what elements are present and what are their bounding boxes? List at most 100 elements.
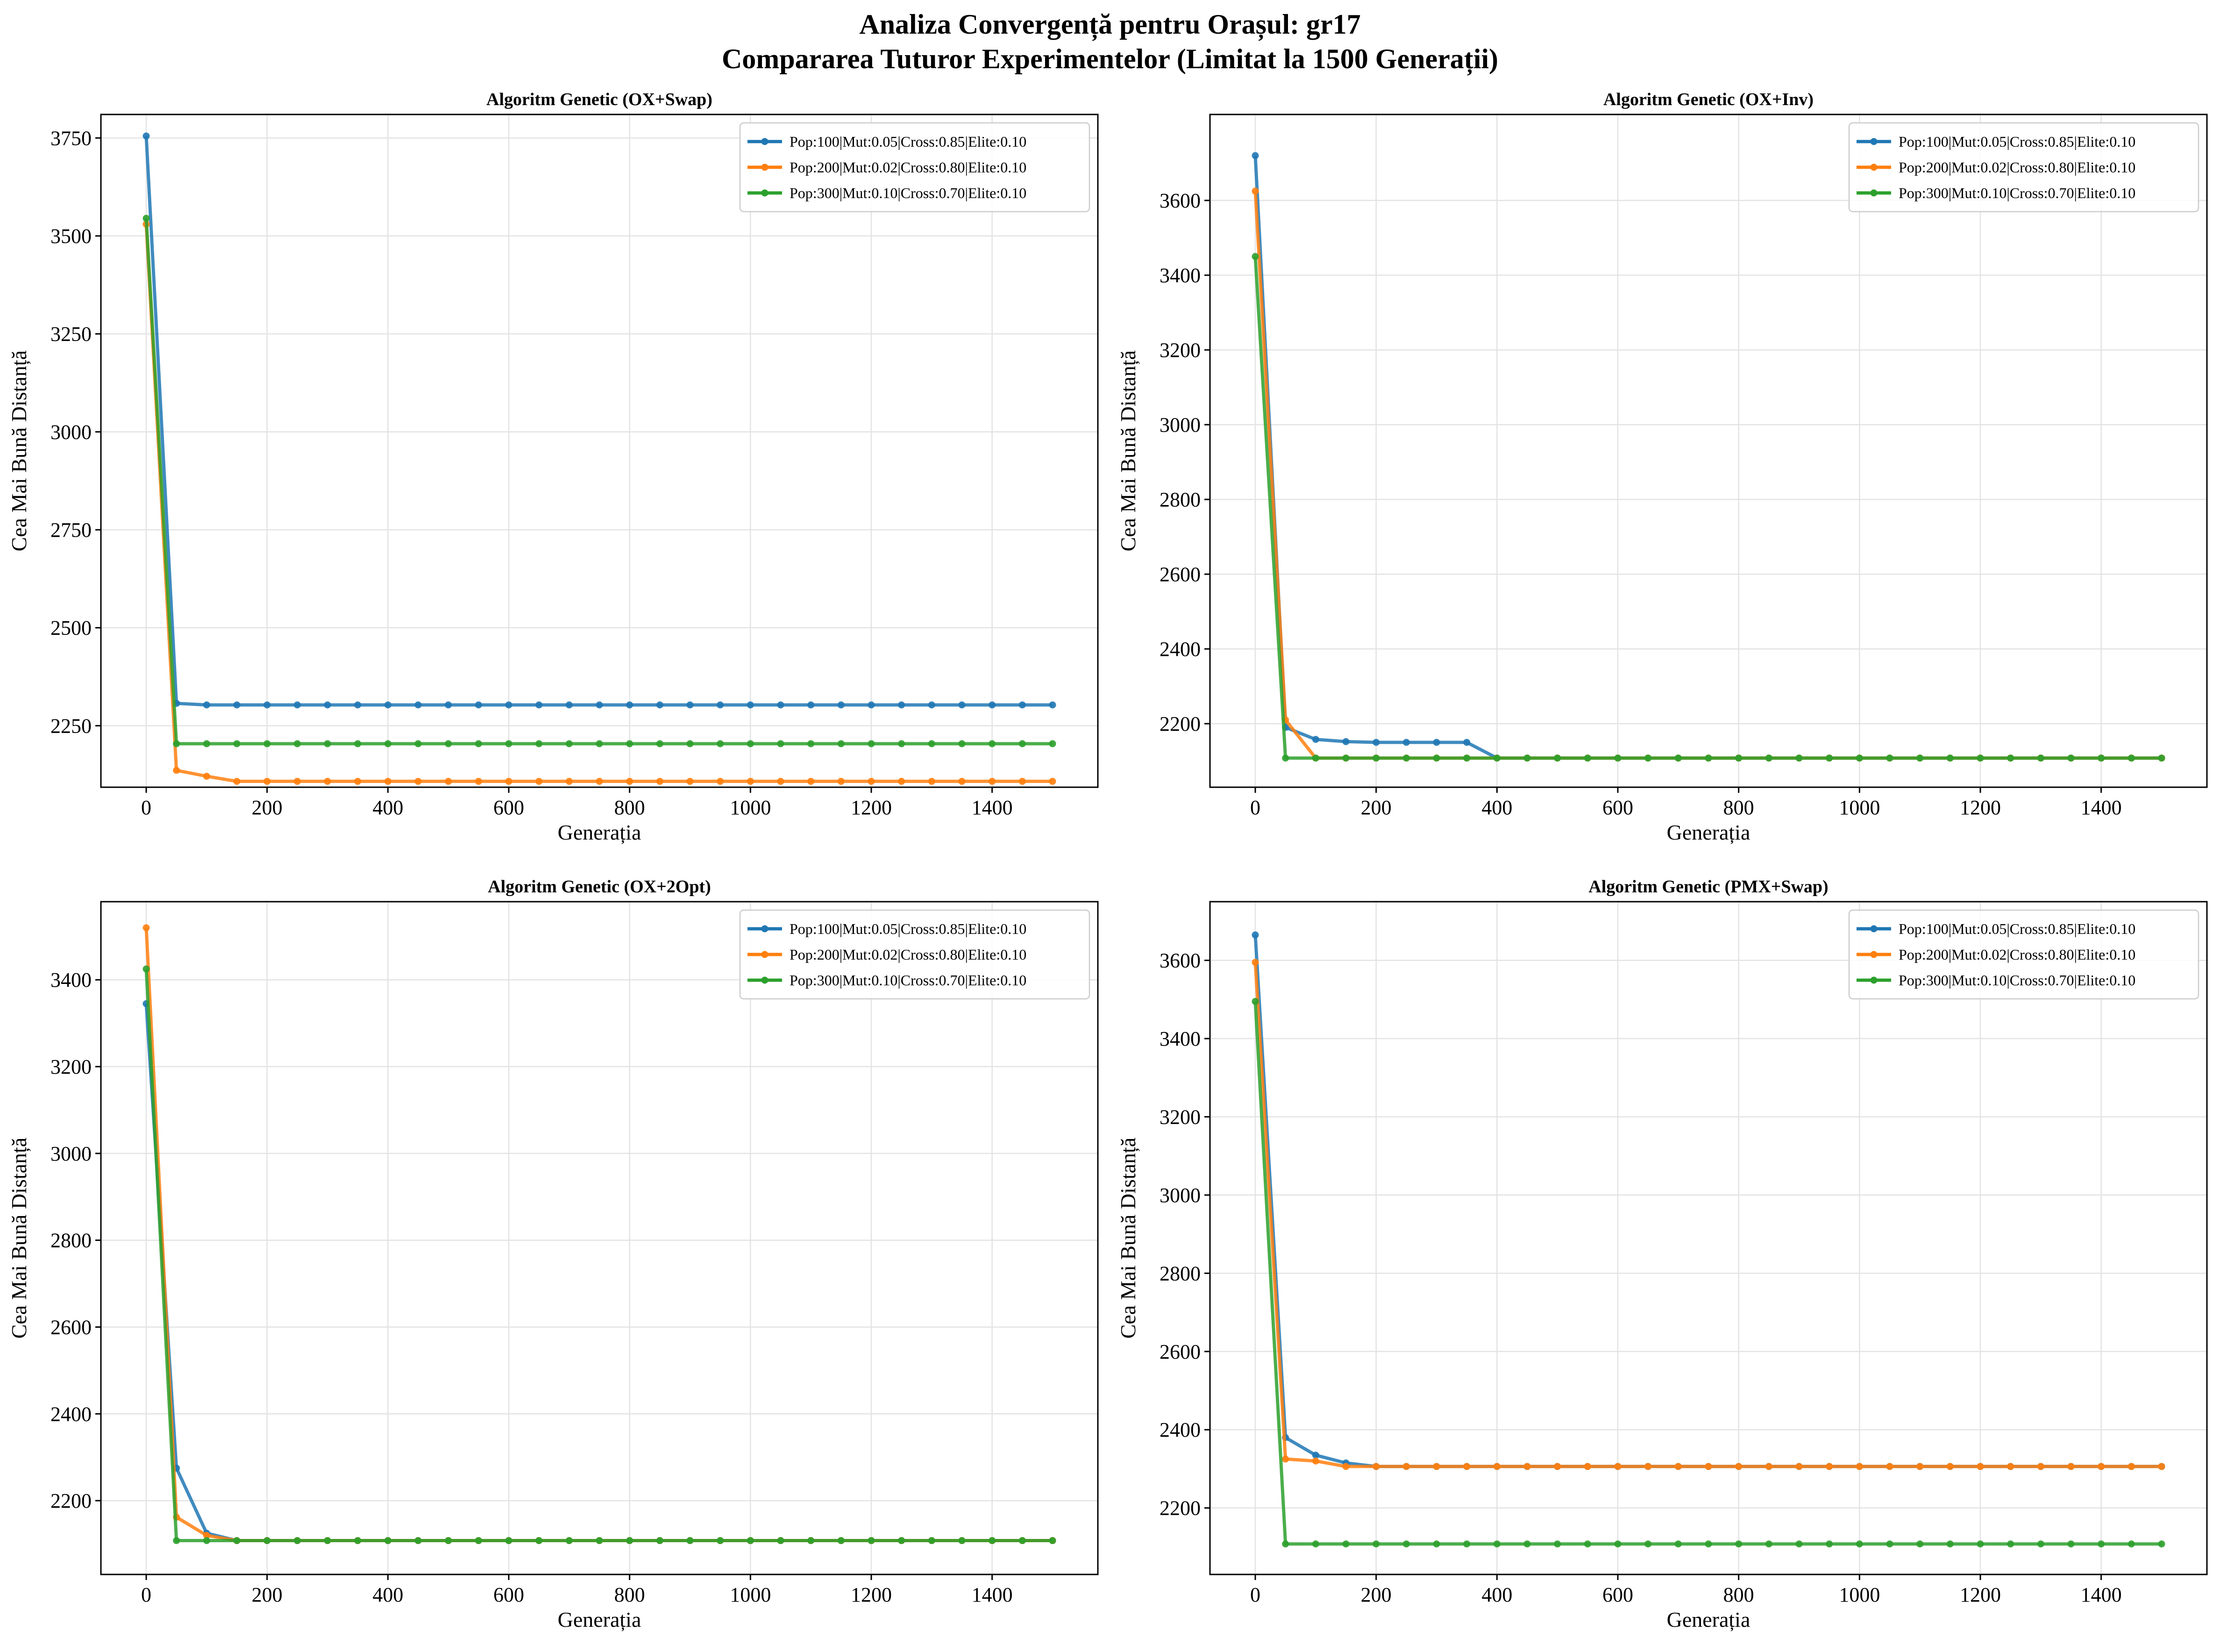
data-point	[475, 740, 482, 748]
legend-marker	[761, 138, 768, 145]
x-tick-label: 400	[372, 796, 403, 819]
data-point	[354, 1537, 362, 1545]
data-point	[173, 767, 180, 774]
y-tick-label: 2800	[50, 1229, 92, 1252]
data-point	[1463, 1463, 1471, 1470]
data-point	[324, 701, 331, 709]
legend-box	[1848, 122, 2199, 213]
data-point	[777, 740, 784, 748]
data-point	[837, 1537, 845, 1545]
x-tick-label: 1200	[851, 1583, 892, 1606]
data-point	[414, 1537, 422, 1545]
y-axis-label: Cea Mai Bună Distanță	[7, 1138, 31, 1339]
y-tick-label: 2600	[1160, 1340, 1201, 1363]
data-point	[1312, 1452, 1319, 1459]
data-point	[1916, 1463, 1924, 1470]
data-point	[1493, 1463, 1501, 1470]
subplot-1: Algoritm Genetic (OX+Swap) 0 200 400 600 800 1…	[7, 90, 1099, 844]
data-point	[1523, 1463, 1531, 1470]
data-point	[626, 701, 633, 709]
y-tick-label: 2400	[1160, 638, 1201, 661]
data-point	[868, 777, 875, 785]
data-point	[2158, 1540, 2165, 1548]
data-point	[475, 701, 482, 709]
data-point	[1735, 1540, 1743, 1548]
data-point	[1765, 1463, 1772, 1470]
data-point	[717, 740, 724, 748]
legend-label: Pop:300|Mut:0.10|Cross:0.70|Elite:0.10	[790, 185, 1026, 201]
series-group	[1252, 152, 2165, 762]
data-point	[2158, 755, 2165, 762]
data-point	[142, 965, 150, 973]
data-point	[1946, 755, 1954, 762]
data-point	[686, 740, 694, 748]
data-point	[626, 1537, 633, 1545]
x-tick-label: 600	[493, 796, 524, 819]
data-point	[384, 1537, 391, 1545]
data-point	[1977, 1540, 1984, 1548]
y-tick-label: 3200	[50, 1055, 92, 1078]
legend-label: Pop:200|Mut:0.02|Cross:0.80|Elite:0.10	[1899, 946, 2135, 963]
data-point	[1795, 755, 1803, 762]
data-point	[1886, 1463, 1893, 1470]
data-point	[928, 777, 935, 785]
data-point	[898, 701, 905, 709]
data-point	[1644, 755, 1652, 762]
data-point	[2067, 755, 2075, 762]
data-point	[1765, 1540, 1772, 1548]
data-point	[989, 701, 996, 709]
data-point	[1342, 1540, 1350, 1548]
data-point	[837, 740, 845, 748]
data-point	[1463, 755, 1471, 762]
legend-label: Pop:100|Mut:0.05|Cross:0.85|Elite:0.10	[790, 133, 1026, 150]
data-point	[505, 701, 512, 709]
data-point	[898, 1537, 905, 1545]
y-tick-label: 2600	[50, 1316, 92, 1339]
data-point	[596, 1537, 603, 1545]
y-tick-label: 3000	[50, 420, 92, 443]
x-tick-label: 1000	[730, 796, 771, 819]
data-point	[1644, 1540, 1652, 1548]
data-point	[293, 701, 301, 709]
x-tick-label: 600	[1602, 796, 1633, 819]
data-point	[1795, 1463, 1803, 1470]
x-tick-label: 0	[1250, 796, 1260, 819]
data-point	[535, 1537, 543, 1545]
data-point	[1977, 1463, 1984, 1470]
data-point	[354, 740, 362, 748]
data-point	[958, 1537, 966, 1545]
data-point	[384, 777, 391, 785]
x-tick-label: 200	[1361, 796, 1392, 819]
subplot-title: Algoritm Genetic (OX+2Opt)	[488, 877, 711, 897]
data-point	[475, 1537, 482, 1545]
data-point	[1463, 1540, 1471, 1548]
x-axis-label: Generația	[558, 1608, 641, 1631]
data-point	[1554, 1540, 1561, 1548]
data-point	[565, 777, 573, 785]
y-tick-label: 2250	[50, 714, 92, 737]
data-point	[989, 777, 996, 785]
legend-box	[1848, 909, 2199, 1000]
data-point	[2037, 1463, 2044, 1470]
data-point	[1342, 755, 1350, 762]
data-point	[263, 1537, 271, 1545]
data-point	[203, 1537, 210, 1545]
data-point	[1493, 755, 1501, 762]
legend-marker	[1870, 951, 1878, 958]
data-point	[565, 701, 573, 709]
data-point	[1433, 1463, 1440, 1470]
legend-marker	[761, 951, 768, 958]
data-point	[142, 132, 150, 140]
data-point	[505, 1537, 512, 1545]
data-point	[928, 740, 935, 748]
data-point	[596, 777, 603, 785]
data-point	[1342, 1463, 1350, 1470]
data-point	[1402, 739, 1410, 746]
data-point	[717, 777, 724, 785]
data-point	[2098, 1540, 2105, 1548]
x-tick-label: 1000	[730, 1583, 771, 1606]
x-tick-label: 1400	[972, 796, 1013, 819]
axes-frame	[1209, 114, 2208, 788]
data-point	[1554, 1463, 1561, 1470]
